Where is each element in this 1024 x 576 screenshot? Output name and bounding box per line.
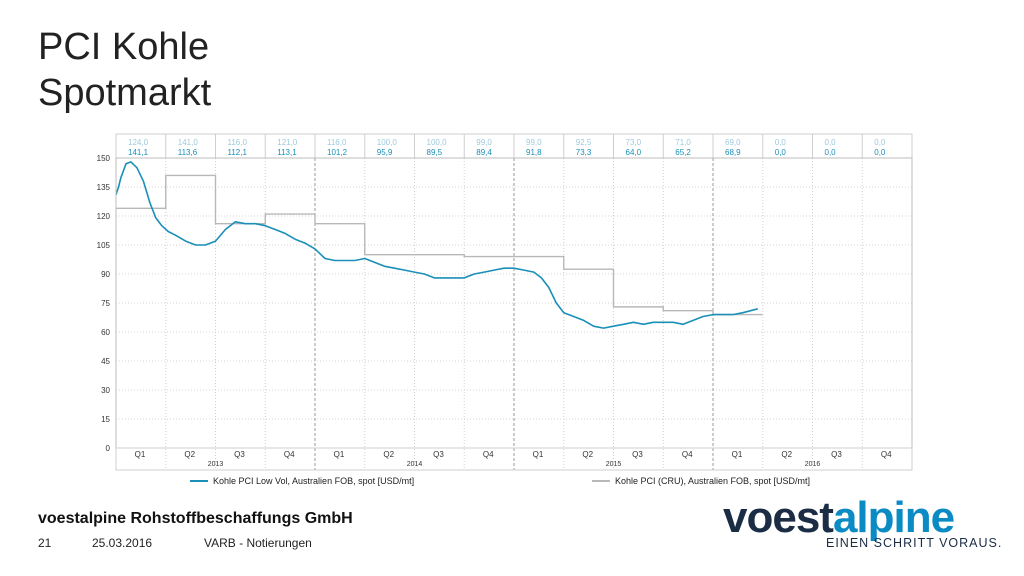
- header-value-cru: 99,0: [526, 138, 542, 147]
- header-value-low-vol: 141,1: [128, 148, 149, 157]
- voestalpine-logo: voestalpine: [723, 493, 955, 542]
- x-quarter-label: Q4: [682, 450, 693, 459]
- logo-part-2: alpine: [832, 493, 955, 542]
- section-label: VARB - Notierungen: [204, 536, 312, 550]
- header-value-cru: 99,0: [476, 138, 492, 147]
- header-value-cru: 0,0: [775, 138, 787, 147]
- header-value-cru: 100,0: [427, 138, 448, 147]
- x-quarter-label: Q2: [582, 450, 593, 459]
- x-axis-quarter-labels: Q1 Q2 Q3 Q4 Q1 Q2 Q3 Q4 Q1 Q2 Q3 Q4 Q1 Q2 Q3 Q4: [135, 450, 892, 459]
- x-quarter-label: Q4: [483, 450, 494, 459]
- x-year-label: 2016: [805, 461, 821, 468]
- y-tick-label: 135: [97, 183, 111, 192]
- header-value-cru: 71,0: [675, 138, 691, 147]
- header-value-cru: 92,5: [576, 138, 592, 147]
- header-value-low-vol: 0,0: [874, 148, 886, 157]
- y-tick-label: 15: [101, 415, 110, 424]
- y-tick-label: 60: [101, 328, 110, 337]
- presentation-date: 25.03.2016: [92, 536, 153, 550]
- x-quarter-label: Q3: [632, 450, 643, 459]
- y-tick-label: 105: [97, 241, 111, 250]
- x-quarter-label: Q1: [334, 450, 345, 459]
- x-quarter-label: Q3: [433, 450, 444, 459]
- header-value-low-vol: 68,9: [725, 148, 741, 157]
- y-tick-label: 45: [101, 357, 110, 366]
- legend-label-cru: Kohle PCI (CRU), Australien FOB, spot [U…: [615, 476, 810, 486]
- x-quarter-label: Q4: [881, 450, 892, 459]
- slogan: EINEN SCHRITT VORAUS.: [826, 536, 1003, 550]
- header-value-low-vol: 0,0: [825, 148, 837, 157]
- header-value-low-vol: 89,5: [427, 148, 443, 157]
- title-line-1: PCI Kohle: [38, 26, 210, 68]
- y-tick-label: 75: [101, 299, 110, 308]
- y-axis-ticks: 0 15 30 45 60 75 90 105 120 135 150: [97, 154, 111, 453]
- y-tick-label: 30: [101, 386, 110, 395]
- logo-part-1: voest: [723, 493, 834, 542]
- chart-grid: [116, 134, 912, 470]
- header-value-low-vol: 73,3: [576, 148, 592, 157]
- y-tick-label: 120: [97, 212, 111, 221]
- x-quarter-label: Q3: [831, 450, 842, 459]
- x-axis-band: [115, 447, 913, 471]
- y-tick-label: 0: [106, 444, 111, 453]
- header-value-cru: 0,0: [874, 138, 886, 147]
- x-quarter-label: Q2: [383, 450, 394, 459]
- x-quarter-label: Q1: [533, 450, 544, 459]
- x-year-label: 2013: [208, 461, 224, 468]
- header-value-low-vol: 0,0: [775, 148, 787, 157]
- header-value-low-vol: 113,1: [277, 148, 297, 157]
- x-year-label: 2015: [606, 461, 622, 468]
- header-value-cru: 116,0: [228, 138, 248, 147]
- header-value-cru: 121,0: [277, 138, 298, 147]
- header-value-cru: 69,0: [725, 138, 741, 147]
- x-quarter-label: Q1: [732, 450, 743, 459]
- header-value-cru: 141,0: [178, 138, 199, 147]
- y-tick-label: 150: [97, 154, 111, 163]
- x-quarter-label: Q2: [781, 450, 792, 459]
- x-year-label: 2014: [407, 461, 423, 468]
- legend: Kohle PCI Low Vol, Australien FOB, spot …: [190, 476, 810, 486]
- header-value-low-vol: 64,0: [626, 148, 642, 157]
- header-value-low-vol: 89,4: [476, 148, 492, 157]
- x-quarter-label: Q2: [184, 450, 195, 459]
- x-axis-year-labels: 2013 2014 2015 2016: [208, 461, 821, 468]
- y-tick-label: 90: [101, 270, 110, 279]
- company-name: voestalpine Rohstoffbeschaffungs GmbH: [38, 510, 353, 527]
- chart-series: [115, 161, 763, 329]
- series-line-cru: [116, 174, 763, 316]
- legend-label-low-vol: Kohle PCI Low Vol, Australien FOB, spot …: [213, 476, 414, 486]
- header-value-low-vol: 91,8: [526, 148, 542, 157]
- page-number: 21: [38, 536, 52, 550]
- x-quarter-label: Q3: [234, 450, 245, 459]
- header-value-cru: 124,0: [128, 138, 149, 147]
- x-quarter-label: Q1: [135, 450, 146, 459]
- header-value-cru: 73,0: [626, 138, 642, 147]
- series-line-low-vol: [115, 161, 759, 329]
- header-value-low-vol: 65,2: [675, 148, 691, 157]
- title-line-2: Spotmarkt: [38, 72, 212, 114]
- header-value-cru: 0,0: [825, 138, 837, 147]
- chart-header-values: 124,0 141,0 116,0 121,0 116,0 100,0 100,0 99,0 9…: [128, 138, 886, 157]
- header-value-low-vol: 101,2: [327, 148, 348, 157]
- header-value-low-vol: 112,1: [228, 148, 248, 157]
- header-value-low-vol: 95,9: [377, 148, 393, 157]
- header-value-cru: 100,0: [377, 138, 398, 147]
- price-chart: 124,0 141,0 116,0 121,0 116,0 100,0 100,0 99,0 9…: [97, 133, 913, 486]
- x-quarter-label: Q4: [284, 450, 295, 459]
- slide-title: PCI Kohle Spotmarkt: [38, 24, 211, 116]
- header-value-low-vol: 113,6: [178, 148, 198, 157]
- header-value-cru: 116,0: [327, 138, 347, 147]
